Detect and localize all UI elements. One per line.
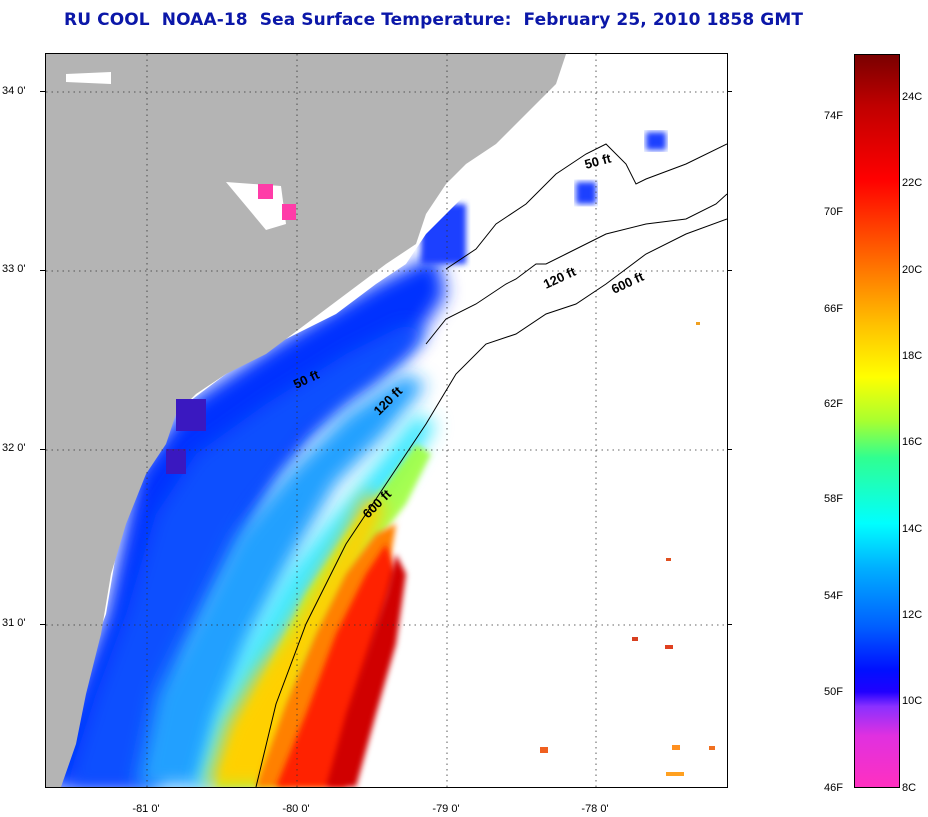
colorbar-c-label: 10C [902,695,923,707]
tick [40,449,45,450]
colorbar-c-label: 18C [902,350,923,362]
isobath-label-120ft: 120 ft [541,263,579,291]
tick [727,270,732,271]
isobaths [255,143,727,787]
lat-label-34: 34 0' [2,85,26,97]
lon-label-78: -78 0' [581,803,609,815]
page-title: RU COOL NOAA-18 Sea Surface Temperature:… [64,10,804,30]
tick [40,91,45,92]
colorbar-f-label: 74F [824,110,843,122]
tick [727,624,732,625]
tick [40,624,45,625]
colorbar-c-label: 24C [902,91,923,103]
temperature-colorbar [854,54,900,788]
colorbar-c-label: 20C [902,264,923,276]
lat-label-31: 31 0' [2,617,26,629]
graticule [46,54,727,787]
sst-field [46,132,715,787]
colorbar-f-label: 70F [824,206,843,218]
colorbar-f-label: 46F [824,782,843,794]
colorbar-f-label: 54F [824,590,843,602]
colorbar-f-label: 66F [824,303,843,315]
tick [727,91,732,92]
lon-label-79: -79 0' [432,803,460,815]
sst-map-canvas: 50 ft 120 ft 600 ft 50 ft 120 ft 600 ft [46,54,727,787]
land-mass [46,54,566,787]
lat-label-32: 32 0' [2,442,26,454]
colorbar-c-label: 8C [902,782,917,794]
colorbar-c-label: 12C [902,609,923,621]
tick [40,270,45,271]
colorbar-c-label: 22C [902,177,923,189]
tick [727,449,732,450]
colorbar-f-label: 50F [824,686,843,698]
isobath-label-600ft: 600 ft [609,268,647,296]
colorbar-c-label: 14C [902,523,923,535]
sst-map: 50 ft 120 ft 600 ft 50 ft 120 ft 600 ft [45,53,728,788]
colorbar-c-label: 16C [902,436,923,448]
colorbar-f-label: 58F [824,493,843,505]
colorbar-f-label: 62F [824,398,843,410]
lat-label-33: 33 0' [2,263,26,275]
lon-label-80: -80 0' [282,803,310,815]
isobath-label-50ft: 50 ft [583,150,613,172]
lon-label-81: -81 0' [132,803,160,815]
